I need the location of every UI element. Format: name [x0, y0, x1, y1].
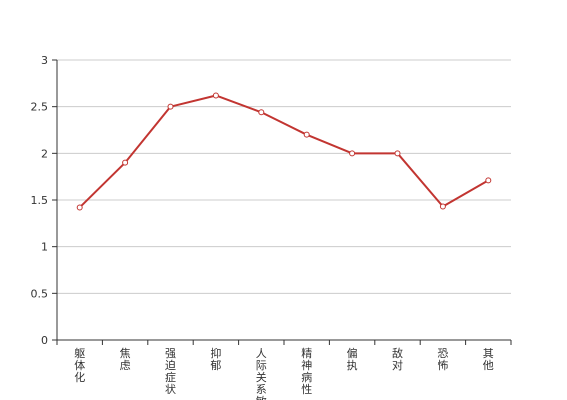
- x-category-label-5: 精神病性: [301, 347, 312, 396]
- data-point-0: [76, 204, 83, 211]
- x-category-label-3: 抑郁: [210, 346, 221, 372]
- x-category-label-7: 敌对: [392, 346, 403, 372]
- y-tick-label-2: 1: [41, 241, 48, 254]
- x-category-label-4: 人际关系敏感: [256, 347, 267, 400]
- data-point-9: [485, 177, 492, 184]
- x-category-label-1: 焦虑: [120, 347, 131, 372]
- y-tick-label-5: 2.5: [31, 101, 49, 114]
- x-category-label-9: 其他: [483, 347, 494, 372]
- y-tick-label-3: 1.5: [31, 194, 49, 207]
- x-axis-ticks: 躯体化 焦虑 强迫症状 抑郁 人际关系敏感 精神病性 偏执 敌对 恐怖 其他: [56, 340, 512, 400]
- x-category-label-0: 躯体化: [74, 347, 85, 384]
- x-category-label-2: 强迫症状: [165, 347, 176, 396]
- data-point-4: [258, 109, 265, 116]
- x-category-label-6: 偏执: [347, 346, 358, 372]
- y-tick-label-4: 2: [41, 147, 48, 160]
- y-tick-label-1: 0.5: [31, 287, 49, 300]
- y-tick-label-0: 0: [41, 334, 48, 347]
- grid-lines: [57, 59, 511, 294]
- series-line-0: [78, 94, 489, 209]
- y-axis-ticks: 0 0.5 1 1.5 2 2.5 3: [31, 54, 57, 347]
- data-point-8: [439, 203, 446, 210]
- data-point-2: [167, 103, 174, 110]
- data-point-3: [212, 92, 219, 99]
- x-category-label-8: 恐怖: [437, 347, 448, 372]
- data-point-7: [394, 150, 401, 157]
- series-group: [76, 92, 492, 211]
- data-point-5: [303, 131, 310, 138]
- data-point-1: [122, 159, 129, 166]
- data-point-6: [349, 150, 356, 157]
- y-tick-label-6: 3: [41, 54, 48, 67]
